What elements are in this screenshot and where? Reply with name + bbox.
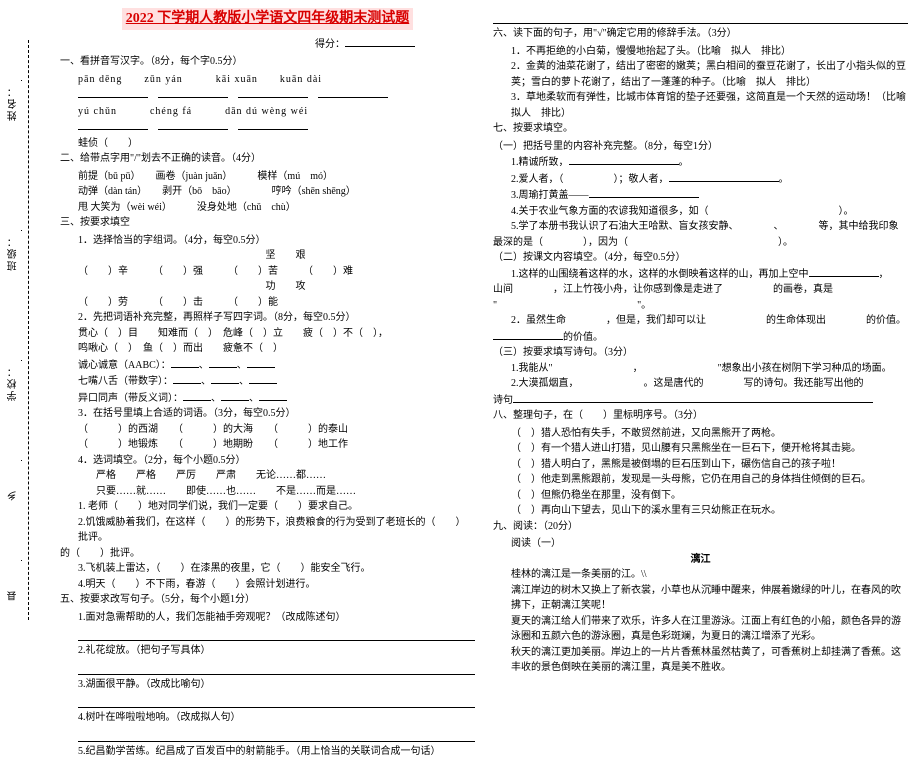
s3-q3a: （ ）的西湖 （ ）的大海 （ ）的泰山 (60, 422, 475, 438)
s7-p1-l3: 3.周瑜打黄盖—— (511, 190, 589, 201)
s3-q1c: 功 攻 (60, 279, 475, 295)
binding-county-label: 县 (6, 560, 22, 601)
s8-l4: （ ）他走到黑熊跟前，发现是一头母熊，它仍在用自己的身体挡住倾倒的巨石。 (493, 472, 908, 488)
s5-q2: 2.礼花绽放。（把句子写具体） (60, 643, 475, 659)
s5-q1: 1.面对急需帮助的人，我们怎能袖手旁观呢？（改成陈述句） (60, 610, 475, 626)
pinyin-row-3: 蛙侦（ ） (60, 136, 475, 152)
s3-q3: 3．在括号里填上合适的词语。（3分，每空0.5分） (60, 406, 475, 422)
s7-p1: （一）把括号里的内容补充完整。（8分，每空1分） (493, 139, 908, 155)
s3-q4f: 4.明天（ ）不下雨，春游（ ）会照计划进行。 (60, 577, 475, 593)
s7-p2: （二）按课文内容填空。（4分，每空0.5分） (493, 250, 908, 266)
binding-name-label: 姓名： (6, 80, 22, 121)
exam-title: 2022 下学期人教版小学语文四年级期末测试题 (122, 8, 414, 30)
section-5: 五、按要求改写句子。（5分，每个小题1分） (60, 592, 475, 608)
s7-p1-l4: 4.关于农业气象方面的农谚我知道很多，如（ ）。 (493, 204, 908, 220)
s9-p2: 漓江岸边的树木又换上了新衣裳，小草也从沉睡中醒来，伸展着嫩绿的叶儿，在春风的吹拂… (493, 583, 908, 614)
s8-l6: （ ）再向山下望去，见山下的溪水里有三只幼熊正在玩水。 (493, 503, 908, 519)
s3-q1: 1．选择恰当的字组词。（4分，每空0.5分） (60, 233, 475, 249)
s9-p1: 桂林的漓江是一条美丽的江。\\ (493, 567, 908, 583)
s5-q5: 5.纪昌勤学苦练。纪昌成了百发百中的射箭能手。（用上恰当的关联词合成一句话） (60, 744, 475, 759)
s9-title: 漓江 (493, 552, 908, 568)
s3-q4: 4．选词填空。（2分，每个小题0.5分） (60, 453, 475, 469)
s3-q2e: 异口同声（带反义词）： (78, 393, 183, 404)
section-2: 二、给带点字用"/"划去不正确的读音。（4分） (60, 151, 475, 167)
s3-q4b: 只要……就…… 即使……也…… 不是……而是…… (60, 484, 475, 500)
s3-q2: 2．先把词语补充完整，再照样子写四字词。（8分，每空0.5分） (60, 310, 475, 326)
s8-l1: （ ）猎人恐怕有失手，不敢贸然前进，又向黑熊开了两枪。 (493, 426, 908, 442)
s7-p1-l2: 2.爱人者，（ ）；敬人者， (511, 174, 669, 185)
score-label: 得分： (60, 36, 475, 53)
pinyin-row-2: yú chǔn chéng fá dān dú wèng wéi (60, 104, 475, 120)
s6-l3: 3．草地柔软而有弹性，比城市体育馆的垫子还要强，这简直是一个天然的运动场！（比喻… (493, 90, 908, 121)
s5-q3: 3.湖面很平静。（改成比喻句） (60, 677, 475, 693)
s7-p3-l2: 2.大漠孤烟直， 。这是唐代的 写的诗句。我还能写出他的 (493, 376, 908, 392)
s7-p2-l1b: 山间 ，江上竹筏小舟，让你感到像是走进了 的画卷，真是 (493, 284, 833, 295)
binding-xiang-label: 乡 (6, 460, 22, 501)
s7-p1-l1: 1.精诚所致， (511, 157, 569, 168)
s2-l2: 动弹（dàn tán） 剥开（bō bāo） 哼吟（shēn shēng） (60, 184, 475, 200)
s8-l5: （ ）但熊仍稳坐在那里，没有倒下。 (493, 488, 908, 504)
s3-q2a: 贯心（ ）目 知难而（ ） 危峰（ ）立 疲（ ）不（ ）， (60, 326, 475, 342)
s7-p2-l1c: " "。 (493, 298, 908, 314)
s6-l1: 1．不再拒绝的小白菊，慢慢地抬起了头。（比喻 拟人 排比） (493, 44, 908, 60)
s7-p3-l1: 1.我能从" ， "想象出小孩在树阴下学习种瓜的场面。 (493, 361, 908, 377)
s3-q4c: 1. 老师（ ）地对同学们说，我们一定要（ ）要求自己。 (60, 499, 475, 515)
section-1: 一、看拼音写汉字。（8分，每个字0.5分） (60, 54, 475, 70)
pinyin-row-1: pān dēng zūn yán kāi xuān kuān dài (60, 72, 475, 88)
s9-p3: 夏天的漓江给人们带来了欢乐，许多人在江里游泳。江面上有红色的小船，颜色各异的游泳… (493, 614, 908, 645)
s7-p2-l1: 1.这样的山围绕着这样的水，这样的水倒映着这样的山，再加上空中 (511, 269, 809, 280)
s3-q4d2: 的（ ）批评。 (60, 546, 475, 562)
s3-q4d: 2.饥饿威胁着我们，在这样（ ）的形势下，浪费粮食的行为受到了老班长的（ ）批评… (60, 515, 475, 546)
s2-l3: 甩 大笑为（wèi wéi） 没身处地（chǔ chù） (60, 200, 475, 216)
s3-q4a: 严格 严格 严厉 严肃 无论……都…… (60, 468, 475, 484)
section-8: 八、整理句子，在（ ）里标明序号。（3分） (493, 408, 908, 424)
s3-q1b: （ ）辛 （ ）强 （ ）苦 （ ）难 (60, 264, 475, 280)
section-9: 九、阅读：（20分） (493, 519, 908, 535)
s7-p1-l5b: 最深的是（ ），因为（ ）。 (493, 235, 908, 251)
s9-p4: 秋天的漓江更加美丽。岸边上的一片片香蕉林虽然枯黄了，可香蕉树上却挂满了香蕉。这丰… (493, 645, 908, 676)
section-3: 三、按要求填空 (60, 215, 475, 231)
s2-l1: 前提（bū pū） 画卷（juàn juǎn） 模样（mú mó） (60, 169, 475, 185)
s7-p3: （三）按要求填写诗句。（3分） (493, 345, 908, 361)
section-7: 七、按要求填空。 (493, 121, 908, 137)
s5-q4: 4.树叶在哗啦啦地响。（改成拟人句） (60, 710, 475, 726)
column-left: 2022 下学期人教版小学语文四年级期末测试题 得分： 一、看拼音写汉字。（8分… (60, 8, 475, 759)
s3-q2b: 鸣啾心（ ） 鱼（ ）而出 疲惫不（ ） (60, 341, 475, 357)
section-6: 六、读下面的句子，用"√"确定它用的修辞手法。（3分） (493, 26, 908, 42)
s3-q1d: （ ）劳 （ ）击 （ ）能 (60, 295, 475, 311)
binding-school-label: 学校： (6, 360, 22, 401)
s7-p2-l2: 2．虽然生命 ，但是，我们却可以让 的生命体现出 的价值。 (493, 313, 908, 329)
s7-p3-l2b: 诗句 (493, 395, 513, 406)
s6-l2: 2．金黄的油菜花谢了，结出了密密的嫩荚；黑白相间的蚕豆花谢了，长出了小指头似的豆… (493, 59, 908, 90)
s3-q2d: 七嘴八舌（带数字）： (78, 376, 173, 387)
column-right: 六、读下面的句子，用"√"确定它用的修辞手法。（3分） 1．不再拒绝的小白菊，慢… (493, 8, 908, 759)
s3-q4e: 3.飞机装上雷达，（ ）在漆黑的夜里，它（ ）能安全飞行。 (60, 561, 475, 577)
s9-sub: 阅读（一） (493, 536, 908, 552)
s3-q3b: （ ）地锻炼 （ ）地期盼 （ ）地工作 (60, 437, 475, 453)
s3-q2c: 诚心诚意（AABC）： (78, 360, 171, 371)
binding-class-label: 班级： (6, 230, 22, 271)
s8-l2: （ ）有一个猎人进山打猎，见山腰有只黑熊坐在一巨石下，便开枪将其击毙。 (493, 441, 908, 457)
s8-l3: （ ）猎人明白了，黑熊是被倒塌的巨石压到山下，碾伤信自己的孩子啦！ (493, 457, 908, 473)
s3-q1a: 坚 艰 (60, 248, 475, 264)
s7-p1-l5: 5.学了本册书我认识了石油大王哈默、盲女孩安静、 、 等，其中给我印象 (493, 219, 908, 235)
